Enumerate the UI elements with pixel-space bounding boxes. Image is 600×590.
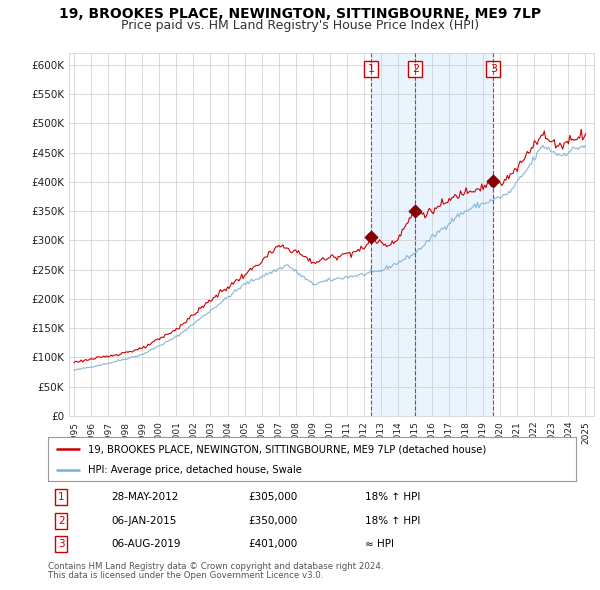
Text: 18% ↑ HPI: 18% ↑ HPI bbox=[365, 516, 420, 526]
Text: HPI: Average price, detached house, Swale: HPI: Average price, detached house, Swal… bbox=[88, 466, 301, 475]
Text: 19, BROOKES PLACE, NEWINGTON, SITTINGBOURNE, ME9 7LP: 19, BROOKES PLACE, NEWINGTON, SITTINGBOU… bbox=[59, 7, 541, 21]
Text: £350,000: £350,000 bbox=[248, 516, 298, 526]
Text: 3: 3 bbox=[58, 539, 65, 549]
Text: 06-AUG-2019: 06-AUG-2019 bbox=[112, 539, 181, 549]
Text: 28-MAY-2012: 28-MAY-2012 bbox=[112, 492, 179, 502]
Text: 19, BROOKES PLACE, NEWINGTON, SITTINGBOURNE, ME9 7LP (detached house): 19, BROOKES PLACE, NEWINGTON, SITTINGBOU… bbox=[88, 444, 486, 454]
Text: £401,000: £401,000 bbox=[248, 539, 298, 549]
Point bbox=[488, 176, 498, 186]
Text: 18% ↑ HPI: 18% ↑ HPI bbox=[365, 492, 420, 502]
Point bbox=[366, 232, 376, 242]
Text: This data is licensed under the Open Government Licence v3.0.: This data is licensed under the Open Gov… bbox=[48, 571, 323, 579]
Text: ≈ HPI: ≈ HPI bbox=[365, 539, 394, 549]
Text: Price paid vs. HM Land Registry's House Price Index (HPI): Price paid vs. HM Land Registry's House … bbox=[121, 19, 479, 32]
Text: 06-JAN-2015: 06-JAN-2015 bbox=[112, 516, 177, 526]
Text: 1: 1 bbox=[58, 492, 65, 502]
Point bbox=[410, 206, 420, 216]
Text: £305,000: £305,000 bbox=[248, 492, 298, 502]
Text: 2: 2 bbox=[412, 64, 419, 74]
Text: 3: 3 bbox=[490, 64, 497, 74]
Text: Contains HM Land Registry data © Crown copyright and database right 2024.: Contains HM Land Registry data © Crown c… bbox=[48, 562, 383, 571]
Bar bbox=[371, 53, 493, 416]
Text: 1: 1 bbox=[367, 64, 374, 74]
Text: 2: 2 bbox=[58, 516, 65, 526]
